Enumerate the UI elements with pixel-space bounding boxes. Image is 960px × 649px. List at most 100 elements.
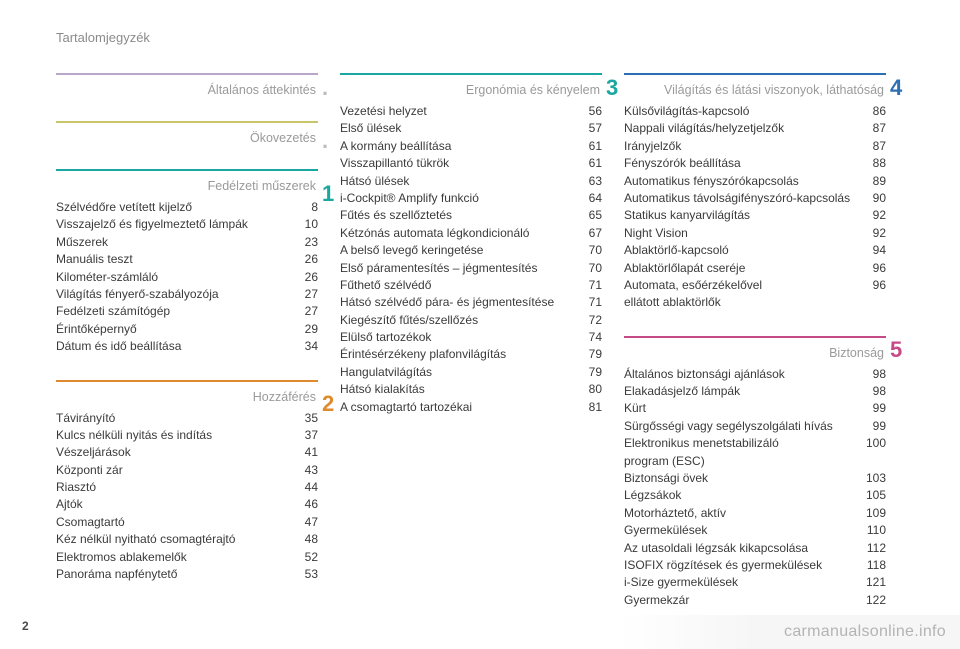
toc-item-label: Fényszórók beállítása [624,155,862,172]
toc-item: Központi zár43 [56,462,318,479]
toc-item-label: Motorháztető, aktív [624,505,862,522]
toc-section: Hozzáférés Távirányító35Kulcs nélküli nyi… [56,380,318,584]
toc-item-label: Hátsó ülések [340,173,578,190]
toc-item-page: 35 [294,410,318,427]
toc-item: Távirányító35 [56,410,318,427]
toc-item: Visszapillantó tükrök61 [340,155,602,172]
toc-item-label: Ajtók [56,496,294,513]
toc-item-label: Távirányító [56,410,294,427]
toc-item-page: 105 [862,487,886,504]
section-rule [56,169,318,171]
section-rule [56,73,318,75]
toc-section: Fedélzeti műszerekSzélvédőre vetített ki… [56,169,318,356]
toc-item-page: 26 [294,251,318,268]
toc-item-page: 71 [578,294,602,311]
toc-item-label: Központi zár [56,462,294,479]
section-heading: Hozzáférés [56,390,318,404]
toc-item-label: Biztonsági övek [624,470,862,487]
toc-item: A kormány beállítása61 [340,138,602,155]
toc-item-label: Az utasoldali légzsák kikapcsolása [624,540,862,557]
toc-item: Night Vision92 [624,225,886,242]
toc-item-page: 70 [578,242,602,259]
toc-item-page: 71 [578,277,602,294]
toc-item-label: Visszapillantó tükrök [340,155,578,172]
toc-item: Ajtók46 [56,496,318,513]
toc-item-label: Érintőképernyő [56,321,294,338]
toc-item-page: 37 [294,427,318,444]
toc-item-label: Gyermekzár [624,592,862,609]
toc-item: i-Cockpit® Amplify funkció64 [340,190,602,207]
columns-container: .Általános áttekintés.Ökovezetés1Fedélze… [56,73,920,633]
toc-item-label: Csomagtartó [56,514,294,531]
section-heading: Világítás és látási viszonyok, láthatósá… [624,83,886,97]
toc-item-label: Vezetési helyzet [340,103,578,120]
toc-column: 3Ergonómia és kényelemVezetési helyzet56… [340,73,602,633]
toc-item-page: 43 [294,462,318,479]
toc-item-page: 27 [294,303,318,320]
toc-item-page: 98 [862,383,886,400]
toc-item: Első ülések57 [340,120,602,137]
toc-item-label: Nappali világítás/helyzetjelzők [624,120,862,137]
toc-item: Manuális teszt26 [56,251,318,268]
toc-item-label: Kürt [624,400,862,417]
toc-column-inner: 4Világítás és látási viszonyok, láthatós… [624,73,886,633]
toc-item-page: 64 [578,190,602,207]
toc-item-label: Kiegészítő fűtés/szellőzés [340,312,578,329]
toc-item-page: 87 [862,120,886,137]
toc-item: Kulcs nélküli nyitás és indítás37 [56,427,318,444]
toc-item-page: 99 [862,400,886,417]
toc-item: Elektronikus menetstabilizáló program (E… [624,435,886,470]
toc-item-page: 94 [862,242,886,259]
toc-item-label: i-Cockpit® Amplify funkció [340,190,578,207]
toc-item-label: Műszerek [56,234,294,251]
toc-column-inner: 3Ergonómia és kényelemVezetési helyzet56… [340,73,602,440]
toc-item: Fűthető szélvédő71 [340,277,602,294]
toc-item-page: 72 [578,312,602,329]
toc-item: Gyermekülések110 [624,522,886,539]
toc-item: Kéz nélkül nyitható csomagtérajtó48 [56,531,318,548]
toc-item: Vezetési helyzet56 [340,103,602,120]
toc-item: Fűtés és szellőztetés65 [340,207,602,224]
toc-item: Riasztó44 [56,479,318,496]
section-rule [624,336,886,338]
toc-item: Nappali világítás/helyzetjelzők87 [624,120,886,137]
toc-item-label: Kéz nélkül nyitható csomagtérajtó [56,531,294,548]
toc-item: Irányjelzők87 [624,138,886,155]
toc-item-label: i-Size gyermekülések [624,574,862,591]
toc-item: Fedélzeti számítógép27 [56,303,318,320]
toc-section: Világítás és látási viszonyok, láthatósá… [624,73,886,312]
toc-item: Visszajelző és figyelmeztető lámpák10 [56,216,318,233]
toc-item-page: 67 [578,225,602,242]
toc-item: Motorháztető, aktív109 [624,505,886,522]
toc-item: Hangulatvilágítás79 [340,364,602,381]
toc-item: Világítás fényerő-szabályozója27 [56,286,318,303]
toc-item-label: Automatikus távolságifényszóró-kapcsolás [624,190,862,207]
toc-item: Ablaktörlő-kapcsoló94 [624,242,886,259]
toc-item-label: A belső levegő keringetése [340,242,578,259]
toc-item: Első páramentesítés – jégmentesítés70 [340,260,602,277]
toc-section: Ergonómia és kényelemVezetési helyzet56E… [340,73,602,416]
toc-section: BiztonságÁltalános biztonsági ajánlások9… [624,336,886,609]
toc-item-page: 121 [862,574,886,591]
toc-item-page: 26 [294,269,318,286]
toc-item: Hátsó szélvédő pára- és jégmentesítése71 [340,294,602,311]
toc-item-label: Kilométer-számláló [56,269,294,286]
section-number: 4 [890,77,916,99]
toc-item: Hátsó ülések63 [340,173,602,190]
section-heading: Biztonság [624,346,886,360]
toc-item: Automatikus távolságifényszóró-kapcsolás… [624,190,886,207]
toc-item-page: 48 [294,531,318,548]
toc-item: Érintőképernyő29 [56,321,318,338]
toc-item-label: Világítás fényerő-szabályozója [56,286,294,303]
toc-item-page: 29 [294,321,318,338]
toc-item-label: Automata, esőérzékelővel ellátott ablakt… [624,277,862,312]
toc-item: Sürgősségi vagy segélyszolgálati hívás99 [624,418,886,435]
toc-item-page: 61 [578,155,602,172]
toc-item-label: Irányjelzők [624,138,862,155]
toc-item-page: 92 [862,207,886,224]
toc-item-page: 63 [578,173,602,190]
toc-item-page: 70 [578,260,602,277]
toc-item-label: Légzsákok [624,487,862,504]
toc-item-label: Kulcs nélküli nyitás és indítás [56,427,294,444]
section-rule [56,380,318,382]
